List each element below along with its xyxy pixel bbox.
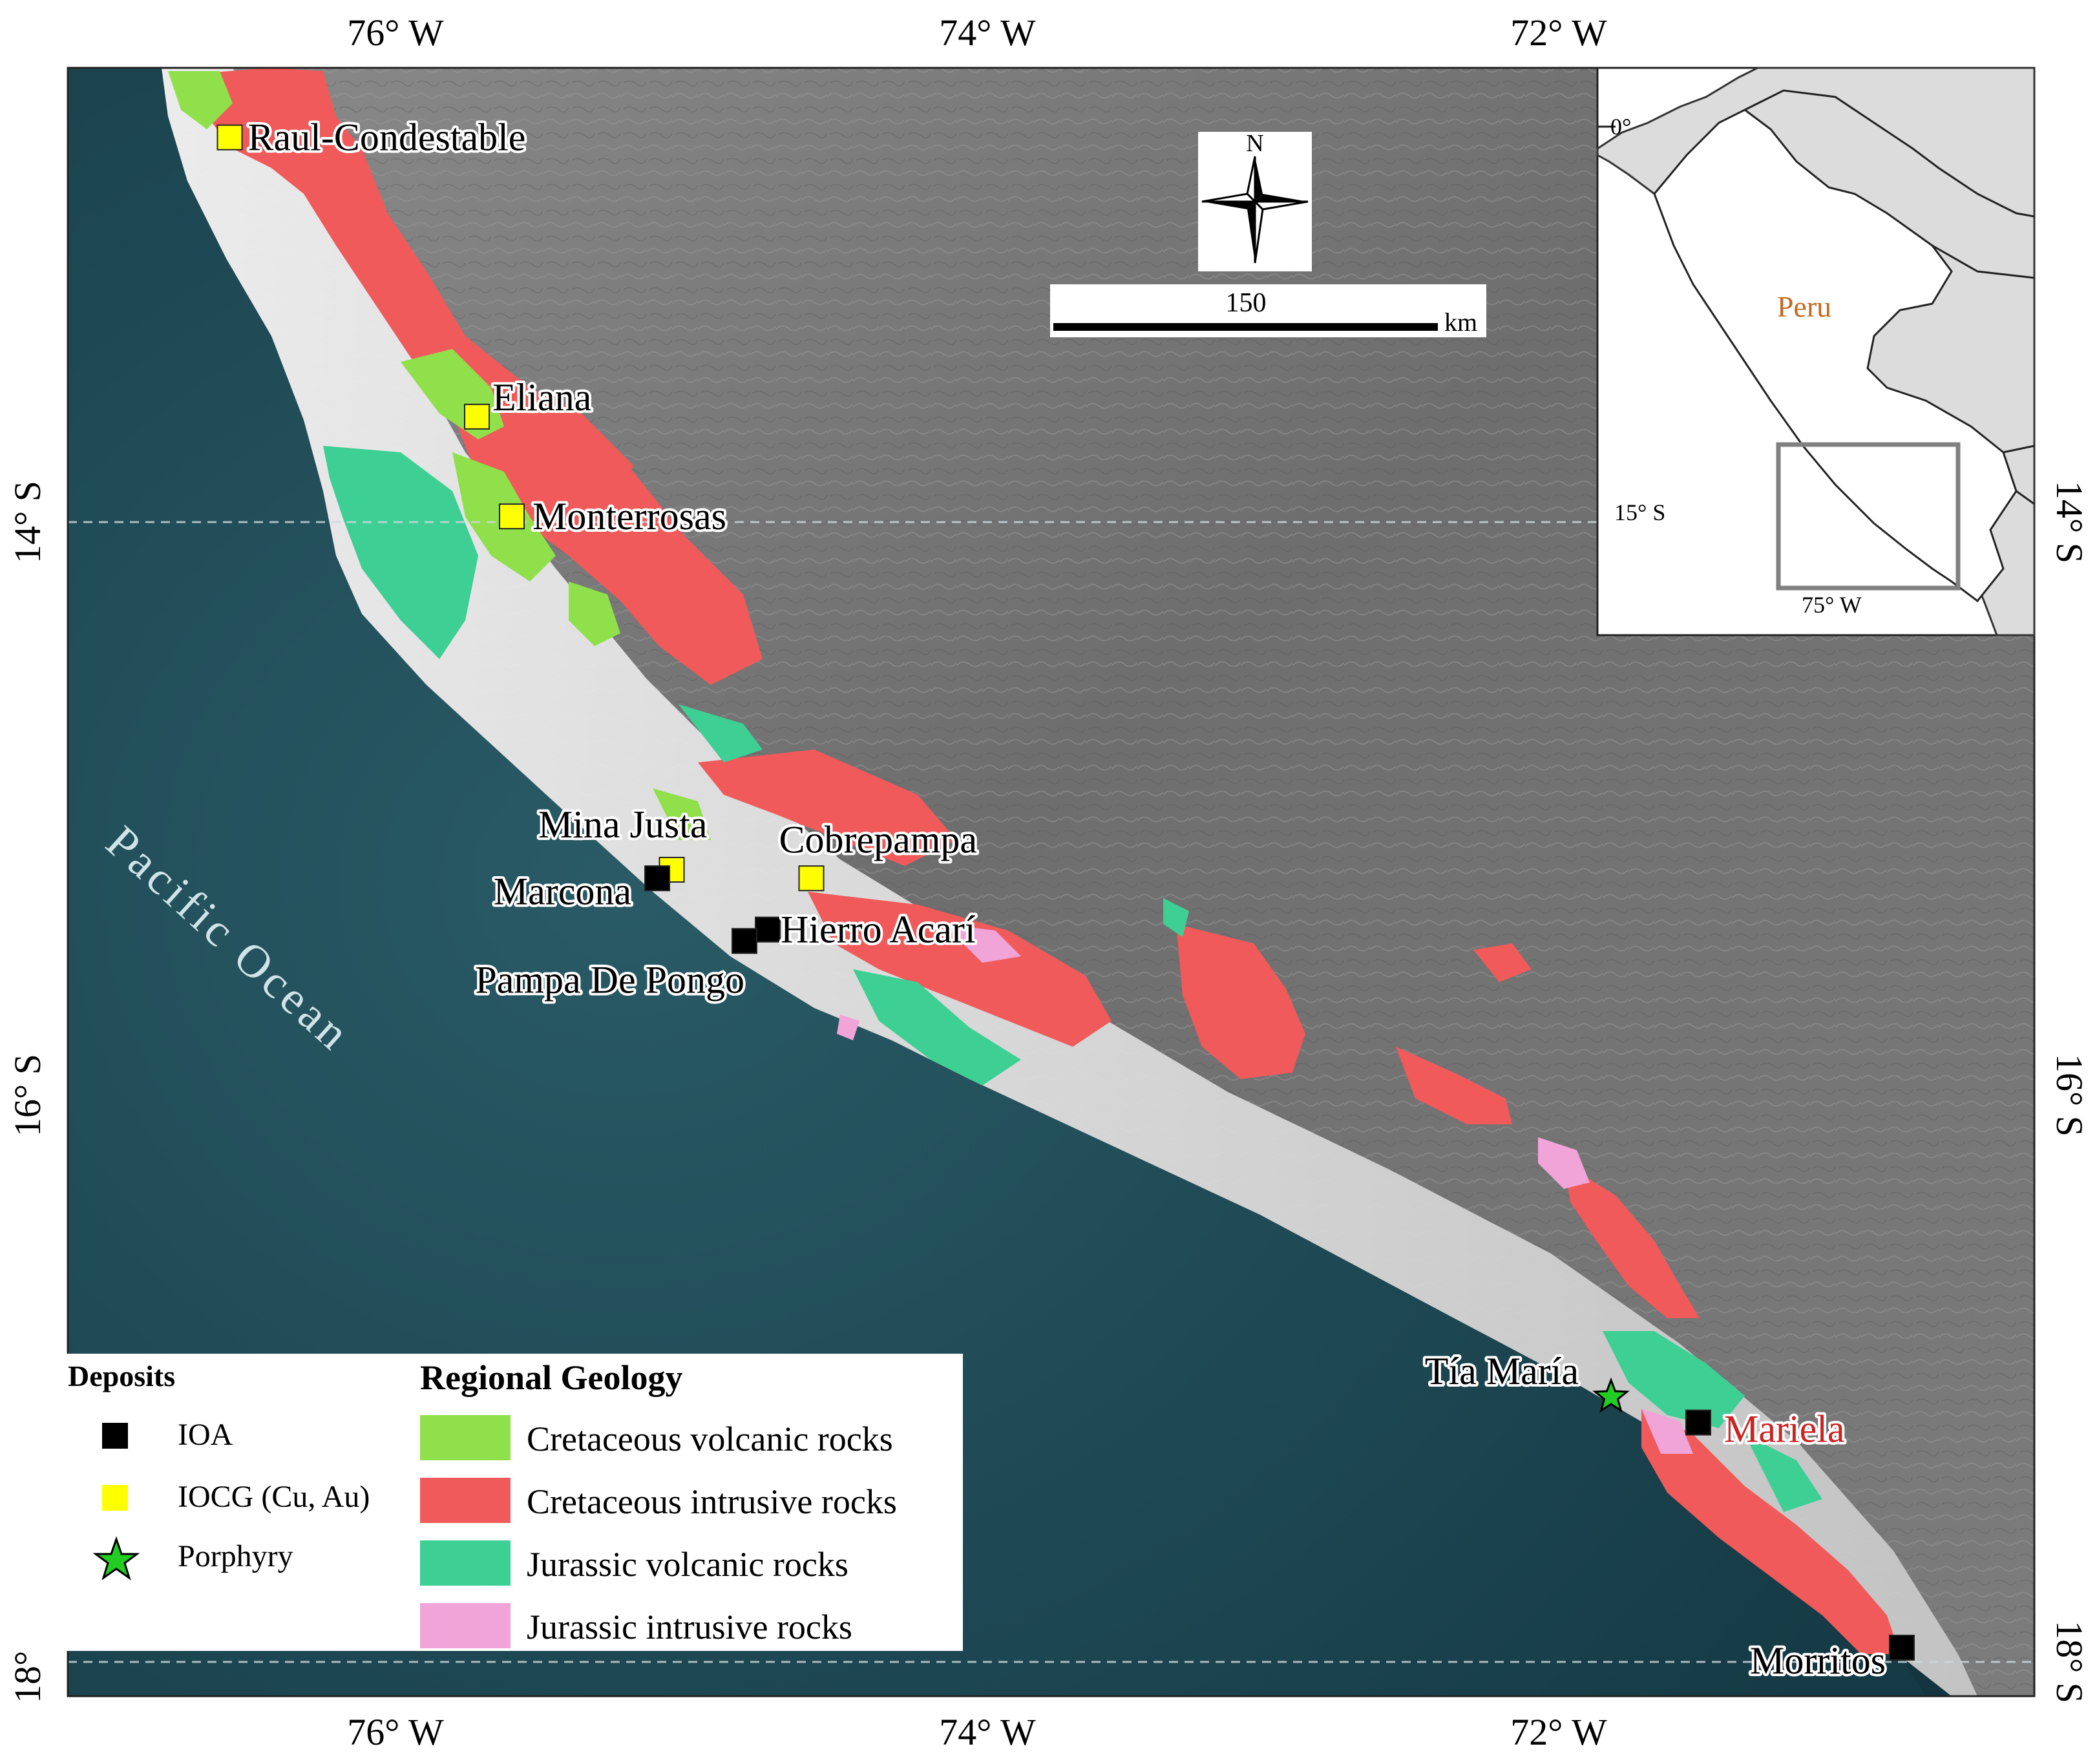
- north-arrow: N: [1198, 130, 1312, 271]
- porphyry-star-icon: [92, 1536, 140, 1580]
- legend-geology-jurassic-intrusive: Jurassic intrusive rocks: [420, 1603, 852, 1648]
- legend-geology-label: Cretaceous intrusive rocks: [527, 1482, 897, 1521]
- legend-deposit-label: IOCG (Cu, Au): [178, 1480, 370, 1514]
- deposit-raul-condestable: Raul-Condestable: [216, 114, 528, 162]
- top-tick-76w: 76° W: [347, 12, 444, 54]
- inset-map: 0° 15° S 75° W Peru: [1596, 67, 2036, 636]
- legend-deposit-label: IOA: [178, 1418, 233, 1452]
- legend-geology-jurassic-volcanic: Jurassic volcanic rocks: [420, 1540, 848, 1586]
- inset-lon-75w: 75° W: [1802, 592, 1862, 618]
- left-tick-14s: 14° S: [6, 481, 48, 563]
- legend-deposit-porphyry: Porphyry: [92, 1536, 293, 1580]
- legend-deposit-iocg: IOCG (Cu, Au): [102, 1480, 370, 1514]
- iocg-square-marker: [499, 503, 525, 530]
- tick-labels: 76° W 74° W 72° W 76° W 74° W 72° W 14° …: [6, 12, 2091, 1753]
- right-tick-18s: 18° S: [2049, 1621, 2091, 1703]
- cretaceous-intrusive-outcrops: [187, 68, 1900, 1654]
- legend-swatch: [420, 1540, 511, 1586]
- legend-deposits-title: Deposits: [68, 1360, 175, 1392]
- legend-geology-title: Regional Geology: [420, 1358, 682, 1397]
- peru-outline: [1653, 109, 2018, 603]
- deposit-label: Hierro Acarí: [781, 908, 976, 951]
- right-tick-16s: 16° S: [2049, 1054, 2091, 1137]
- legend-geology-label: Cretaceous volcanic rocks: [527, 1420, 893, 1458]
- continental-shelf: [68, 68, 1926, 1696]
- deposit-label: Raul-Condestable: [248, 116, 526, 159]
- deposit-cobrepampa: Cobrepampa: [777, 815, 980, 892]
- inset-country-label: Peru: [1777, 290, 1831, 323]
- iocg-square-marker: [216, 124, 243, 151]
- scale-bar: 150 km: [1050, 284, 1486, 337]
- legend-deposit-ioa: IOA: [102, 1418, 233, 1452]
- deposit-label: Cobrepampa: [779, 818, 978, 861]
- porphyry-star-marker: [1592, 1377, 1630, 1413]
- ioa-square-marker: [1685, 1409, 1711, 1436]
- scale-bar-unit: km: [1444, 308, 1477, 337]
- bottom-tick-74w: 74° W: [939, 1711, 1036, 1753]
- graticule: [68, 521, 2034, 1663]
- legend: Deposits Regional Geology IOA IOCG (Cu, …: [0, 1354, 963, 1651]
- iocg-square-icon: [102, 1485, 128, 1511]
- ioa-square-icon: [102, 1423, 128, 1449]
- legend-deposit-label: Porphyry: [178, 1539, 293, 1573]
- scale-bar-line: [1053, 323, 1438, 331]
- legend-geology-label: Jurassic volcanic rocks: [527, 1545, 848, 1584]
- left-tick-16s: 16° S: [6, 1054, 48, 1137]
- deposit-label: Tía María: [1425, 1350, 1579, 1392]
- jurassic-intrusive-outcrops: [837, 924, 1693, 1454]
- right-tick-14s: 14° S: [2049, 481, 2091, 563]
- deposit-label: Pampa De Pongo: [475, 958, 744, 1001]
- legend-swatch: [420, 1603, 511, 1648]
- deposit-label: Mariela: [1724, 1408, 1845, 1451]
- north-arrow-label: N: [1246, 130, 1263, 157]
- inset-lat-0: 0°: [1610, 114, 1631, 140]
- deposit-mina-justa: Mina Justa: [536, 801, 710, 883]
- legend-geology-cretaceous-volcanic: Cretaceous volcanic rocks: [420, 1415, 893, 1460]
- bottom-tick-72w: 72° W: [1510, 1711, 1607, 1753]
- top-tick-72w: 72° W: [1510, 12, 1607, 54]
- inset-study-area-box: [1776, 442, 1961, 591]
- deposit-pampa-de-pongo: Pampa De Pongo: [472, 928, 757, 1003]
- map-border: [67, 67, 2036, 1697]
- deposit-t-a-mar-a: Tía María: [1422, 1347, 1630, 1413]
- ioa-square-marker: [1889, 1634, 1915, 1661]
- deposit-eliana: Eliana: [464, 373, 594, 430]
- geology-layer: [168, 68, 1900, 1654]
- legend-geology-label: Jurassic intrusive rocks: [527, 1608, 852, 1646]
- deposit-monterrosas: Monterrosas: [499, 492, 729, 540]
- scale-bar-value: 150: [1226, 288, 1267, 318]
- bottom-tick-76w: 76° W: [347, 1711, 444, 1753]
- legend-swatch: [420, 1415, 511, 1460]
- deposit-mariela: Mariela: [1685, 1405, 1848, 1453]
- inset-lat-15s: 15° S: [1614, 499, 1665, 525]
- deposit-label: Monterrosas: [532, 495, 726, 538]
- deposit-label: Eliana: [492, 376, 591, 419]
- inset-neighbor-borders: [1744, 89, 2035, 505]
- deposit-morritos: Morritos: [1747, 1634, 1915, 1685]
- deposit-label: Marcona: [494, 870, 631, 912]
- legend-swatch: [420, 1478, 511, 1523]
- top-tick-74w: 74° W: [939, 12, 1036, 54]
- compass-rose-icon: [1201, 156, 1309, 264]
- legend-geology-cretaceous-intrusive: Cretaceous intrusive rocks: [420, 1478, 897, 1523]
- jurassic-volcanic-outcrops: [323, 446, 1822, 1512]
- ioa-square-marker: [755, 916, 781, 943]
- ioa-square-marker: [732, 928, 757, 954]
- coastal-lowland: [162, 68, 1977, 1696]
- deposit-label: Morritos: [1750, 1639, 1886, 1682]
- deposit-marcona: Marcona: [491, 865, 670, 915]
- iocg-square-marker: [798, 865, 825, 892]
- deposit-hierro-acar-: Hierro Acarí: [755, 906, 978, 954]
- ioa-square-marker: [644, 865, 670, 892]
- deposit-layer: Raul-Condestable Eliana Monterrosas Mina Ju…: [216, 114, 1915, 1685]
- deposit-label: Mina Justa: [538, 803, 708, 846]
- iocg-square-marker: [464, 403, 490, 430]
